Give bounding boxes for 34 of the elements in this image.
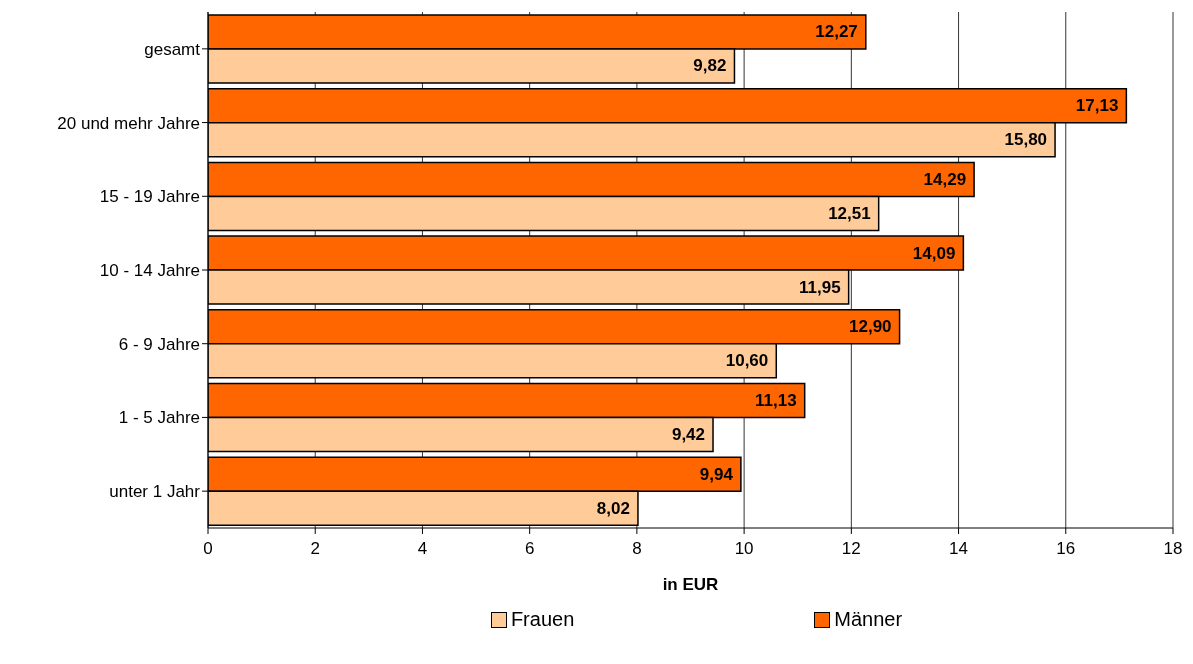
data-label: 9,42 xyxy=(671,425,706,445)
x-tick-label: 0 xyxy=(203,539,213,559)
data-label: 14,09 xyxy=(912,243,956,263)
y-tick-label: unter 1 Jahr xyxy=(109,482,201,502)
x-tick-label: 4 xyxy=(417,539,428,559)
y-tick-label: 20 und mehr Jahre xyxy=(57,113,200,133)
x-tick-label: 18 xyxy=(1163,539,1183,559)
data-label: 15,80 xyxy=(1004,130,1048,150)
data-label: 11,95 xyxy=(799,277,841,297)
x-tick-label: 14 xyxy=(949,539,969,559)
data-label: 10,60 xyxy=(725,351,769,371)
x-tick-label: 2 xyxy=(310,539,320,559)
x-tick-label: 16 xyxy=(1056,539,1076,559)
x-tick-label: 6 xyxy=(524,539,535,559)
data-label: 11,13 xyxy=(755,391,797,411)
data-label: 12,27 xyxy=(815,22,858,42)
y-tick-label: gesamt xyxy=(144,39,201,59)
x-axis-title: in EUR xyxy=(662,575,719,594)
data-label: 8,02 xyxy=(596,498,630,518)
data-label: 9,94 xyxy=(699,464,734,484)
data-label: 17,13 xyxy=(1075,96,1119,116)
data-label: 9,82 xyxy=(693,56,727,76)
y-tick-label: 1 - 5 Jahre xyxy=(118,408,200,428)
data-label: 12,90 xyxy=(849,317,892,337)
x-tick-label: 8 xyxy=(632,539,642,559)
y-tick-label: 6 - 9 Jahre xyxy=(118,334,200,354)
legend-label: Männer xyxy=(834,608,903,631)
data-label: 12,51 xyxy=(828,203,871,223)
x-tick-label: 10 xyxy=(734,539,754,559)
x-tick-label: 12 xyxy=(841,539,861,559)
y-tick-label: 15 - 19 Jahre xyxy=(99,187,200,207)
y-tick-label: 10 - 14 Jahre xyxy=(99,261,200,281)
legend-label: Frauen xyxy=(510,608,575,631)
data-label: 14,29 xyxy=(923,169,967,189)
